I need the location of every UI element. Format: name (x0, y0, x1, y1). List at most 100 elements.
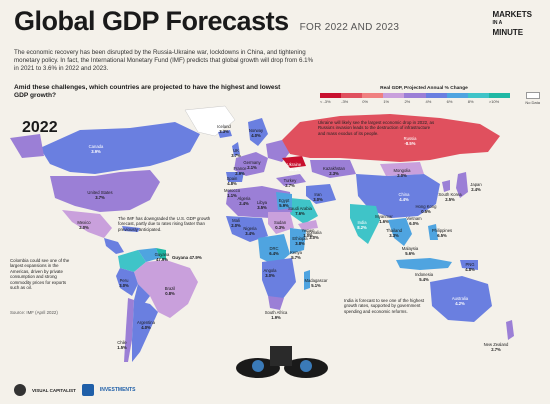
legend-title: Real GDP, Projected Annual % Change (380, 86, 468, 91)
country-value-label: 1.6% (379, 219, 389, 224)
country-value-label: 2.0% (231, 223, 241, 228)
callout-colombia: Colombia could see one of the largest ex… (10, 258, 70, 291)
country-value-label: 3.8% (295, 241, 305, 246)
country-east-africa (290, 228, 306, 254)
footer: VISUAL CAPITALIST INVESTMENTS (14, 384, 135, 396)
country-name-label: Kenya (290, 250, 303, 255)
country-value-label: 5.6% (405, 251, 415, 256)
country-north-africa (226, 186, 292, 218)
country-value-label: 2.3% (329, 171, 339, 176)
country-value-label: 5.9% (279, 203, 289, 208)
country-uk (232, 142, 240, 156)
country-argentina (132, 300, 158, 362)
country-name-label: PNG (465, 262, 474, 267)
country-west-africa (226, 216, 268, 242)
page-title: Global GDP Forecasts FOR 2022 AND 2023 (14, 6, 399, 37)
country-value-label: 3.0% (309, 235, 319, 240)
legend-swatch (425, 93, 447, 98)
visual-capitalist-logo-icon (14, 384, 26, 396)
country-value-label: 2.7% (491, 347, 501, 352)
country-value-label: -35.0% (287, 167, 301, 172)
country-name-label: Norway (249, 128, 264, 133)
country-value-label: 4.4% (399, 197, 409, 202)
country-name-label: Ethiopia (292, 236, 308, 241)
country-name-label: New Zealand (484, 342, 509, 347)
intro-paragraph: The economic recovery has been disrupted… (14, 49, 314, 72)
country-name-label: Mali (232, 218, 240, 223)
country-value-label: 1.1% (227, 193, 237, 198)
country-greenland (184, 105, 236, 137)
country-name-label: Yemen (302, 228, 316, 233)
country-mexico (62, 210, 112, 238)
country-name-label: Philippines (432, 228, 452, 233)
country-value-label: 3.3% (219, 129, 229, 134)
country-eastern-europe (266, 140, 290, 162)
country-name-label: Mexico (77, 220, 91, 225)
country-name-label: Russia (404, 136, 417, 141)
country-name-label: Hong Kong (416, 204, 438, 209)
country-southeast-asia (388, 218, 412, 246)
country-indonesia (396, 258, 452, 270)
country-central-america (104, 238, 124, 254)
country-value-label: 47.9% (156, 257, 168, 262)
country-value-label: 6.4% (269, 251, 279, 256)
country-value-label: 3.5% (257, 205, 267, 210)
country-value-label: 3.7% (231, 153, 241, 158)
country-india (350, 204, 380, 244)
country-value-label: 5.4% (419, 277, 429, 282)
legend-swatch (320, 93, 342, 98)
country-value-label: -8.5% (405, 141, 416, 146)
country-name-label: Argentina (137, 320, 156, 325)
partner-logo-icon (81, 384, 94, 396)
legend-tick-label: < -3% (320, 99, 331, 104)
country-value-label: 2.0% (79, 225, 89, 230)
country-new-zealand (506, 320, 514, 340)
country-name-label: Thailand (386, 228, 403, 233)
country-name-label: Angola (263, 268, 277, 273)
legend-tick-label: 2% (404, 99, 411, 104)
country-name-label: Morocco (224, 188, 241, 193)
country-name-label: Japan (470, 182, 482, 187)
country-value-label: 2.5% (445, 197, 455, 202)
country-value-label: 6.5% (437, 233, 447, 238)
footer-vc-text: VISUAL CAPITALIST (32, 387, 76, 393)
country-saudi-arabia (290, 198, 318, 224)
country-value-label: 8.2% (357, 225, 367, 230)
country-value-label: 2.7% (285, 183, 295, 188)
country-colombia (118, 250, 146, 272)
country-venezuela (138, 248, 160, 262)
brand-line-2: IN A (492, 20, 503, 26)
country-name-label: Ukraine (287, 162, 302, 167)
country-name-label: Guyana (155, 252, 170, 257)
country-sudan (268, 212, 294, 234)
callout-us: The IMF has downgraded the U.S. GDP grow… (118, 216, 211, 232)
legend-swatch (446, 93, 468, 98)
legend-color-scale (320, 93, 510, 98)
country-name-label: Peru (120, 278, 130, 283)
country-png (460, 260, 478, 270)
country-value-label: 3.9% (91, 149, 101, 154)
country-name-label: Chile (117, 340, 127, 345)
country-name-label: Brazil (165, 286, 176, 291)
country-china (356, 174, 440, 218)
country-name-label: Somalia (306, 230, 322, 235)
country-value-label: 3.7% (95, 195, 105, 200)
binoculars-illustration (236, 346, 328, 378)
country-south-africa (268, 296, 284, 310)
callout-india: India is forecast to see one of the high… (344, 298, 425, 314)
country-korea (442, 180, 450, 192)
brand-line-1: MARKETS (492, 10, 532, 19)
country-value-label: 7.6% (295, 211, 305, 216)
map-legend: Real GDP, Projected Annual % Change < -3… (320, 86, 540, 105)
country-value-label: 3.3% (389, 233, 399, 238)
country-value-label: 4.0% (251, 133, 261, 138)
country-name-label: South Africa (265, 310, 288, 315)
callout-ukraine: Ukraine will likely see the largest econ… (318, 120, 435, 136)
country-value-label: 4.2% (455, 301, 465, 306)
country-mongolia (380, 162, 424, 176)
country-iceland (218, 130, 232, 138)
country-name-label: Vietnam (406, 216, 422, 221)
legend-swatch (488, 93, 510, 98)
country-value-label: 2.0% (397, 173, 407, 178)
